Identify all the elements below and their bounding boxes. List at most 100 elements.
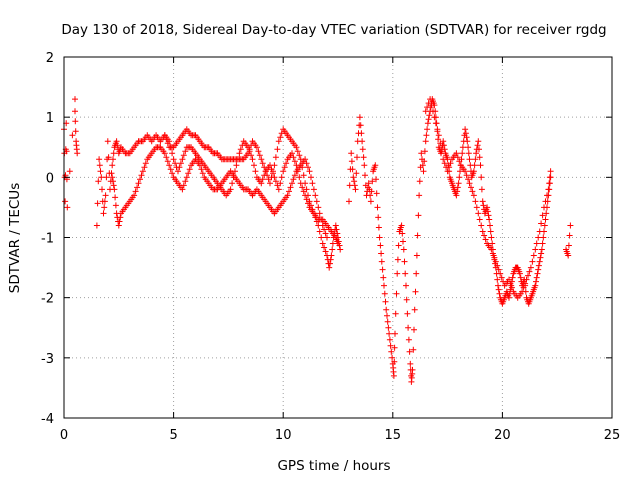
data-point — [406, 348, 413, 355]
data-point — [163, 154, 170, 161]
data-point — [103, 174, 110, 181]
data-point — [411, 306, 418, 313]
data-point — [108, 170, 115, 177]
data-point — [302, 156, 309, 163]
data-point — [198, 166, 205, 173]
data-point — [523, 276, 530, 283]
data-point — [281, 164, 288, 171]
data-point — [175, 168, 181, 175]
data-point — [545, 186, 552, 193]
data-point — [354, 154, 360, 161]
data-point — [312, 192, 319, 199]
data-point — [268, 166, 275, 173]
data-point — [294, 168, 301, 175]
data-point — [101, 198, 108, 205]
data-point — [372, 162, 379, 169]
data-point — [422, 108, 429, 115]
data-point — [378, 258, 385, 265]
data-point — [72, 118, 79, 125]
data-point — [542, 216, 549, 223]
data-point — [402, 270, 409, 277]
data-point — [98, 174, 105, 181]
data-point — [350, 174, 357, 181]
data-point — [529, 258, 536, 265]
data-point — [404, 310, 411, 317]
data-point — [166, 138, 173, 145]
data-point — [261, 172, 268, 179]
data-point — [300, 188, 307, 195]
data-point — [394, 270, 401, 277]
data-point — [290, 154, 297, 161]
data-point — [426, 112, 433, 119]
y-tick-label: -1 — [41, 232, 54, 247]
data-point — [484, 204, 491, 211]
data-point — [413, 252, 420, 259]
data-point — [411, 326, 417, 333]
data-point — [412, 288, 419, 295]
data-point — [495, 266, 502, 273]
data-point — [270, 170, 276, 177]
data-point — [351, 182, 358, 189]
data-point — [369, 178, 376, 185]
data-point — [507, 280, 514, 287]
data-point — [533, 278, 539, 285]
data-point — [138, 172, 145, 179]
data-point — [454, 188, 461, 195]
data-point — [430, 108, 436, 115]
data-point — [409, 366, 416, 373]
data-point — [476, 146, 482, 153]
data-point — [387, 342, 394, 349]
data-point — [62, 198, 69, 205]
data-point — [102, 192, 109, 199]
data-point — [233, 162, 240, 169]
data-point — [110, 156, 116, 163]
data-point — [446, 164, 453, 171]
data-point — [421, 148, 428, 155]
data-point — [329, 246, 336, 253]
data-point — [361, 162, 368, 169]
data-point — [475, 210, 482, 217]
data-point — [424, 126, 431, 133]
data-point — [381, 282, 387, 289]
data-point — [540, 234, 547, 241]
data-point — [465, 150, 472, 157]
data-point — [164, 158, 171, 165]
data-point — [286, 188, 292, 195]
data-point — [470, 192, 477, 199]
data-point — [305, 164, 311, 171]
data-point — [535, 262, 542, 269]
data-point — [566, 232, 573, 239]
data-point — [110, 178, 116, 185]
data-point — [167, 144, 174, 151]
data-point — [258, 180, 265, 187]
data-point — [469, 188, 476, 195]
data-point — [391, 344, 398, 351]
data-point — [300, 172, 307, 179]
data-point — [383, 306, 390, 313]
data-point — [489, 250, 496, 257]
data-point — [465, 176, 472, 183]
data-point — [541, 222, 548, 229]
data-point — [267, 180, 273, 187]
data-point — [375, 214, 382, 221]
data-point — [305, 200, 311, 207]
data-point — [259, 176, 266, 183]
data-point — [182, 178, 189, 185]
data-point — [142, 160, 149, 167]
data-point — [367, 198, 374, 205]
data-point — [455, 180, 462, 187]
data-point — [488, 234, 495, 241]
x-tick-label: 15 — [385, 428, 402, 443]
data-point — [321, 226, 328, 233]
data-point — [291, 158, 298, 165]
data-point — [565, 252, 572, 259]
data-point — [478, 222, 485, 229]
data-point — [316, 210, 323, 217]
data-point — [324, 234, 330, 241]
data-point — [506, 290, 513, 297]
data-point — [419, 162, 426, 169]
data-point — [454, 184, 461, 191]
data-point — [432, 120, 439, 127]
data-point — [177, 160, 184, 167]
data-point — [172, 160, 179, 167]
